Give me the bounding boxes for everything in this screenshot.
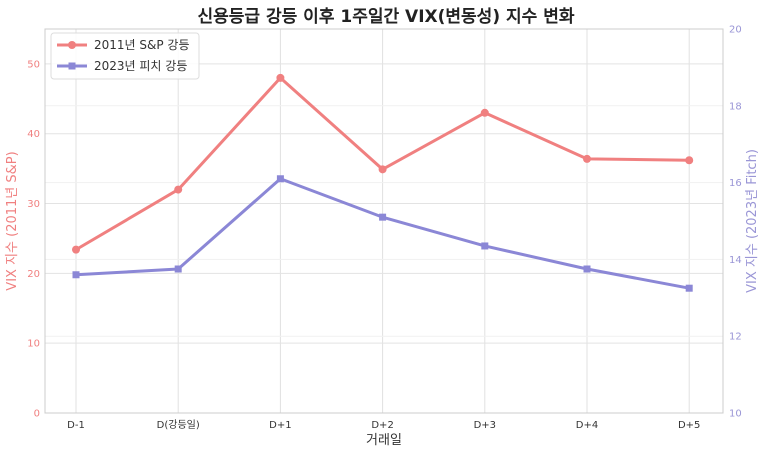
- x-tick-label: D+4: [576, 420, 598, 431]
- data-point: [72, 245, 80, 254]
- grid: [45, 28, 723, 414]
- y-axis-label-right: VIX 지수 (2023년 Fitch): [745, 149, 760, 293]
- legend-box: [50, 32, 200, 80]
- data-point: [174, 265, 182, 273]
- data-point: [379, 213, 387, 221]
- x-tick-label: D+5: [678, 420, 700, 431]
- y-right-tick-label: 12: [729, 332, 742, 343]
- data-point: [276, 73, 285, 82]
- data-point: [481, 242, 489, 250]
- x-tick-label: D+3: [474, 420, 496, 431]
- x-tick-label: D+2: [371, 420, 393, 431]
- data-point: [583, 154, 591, 163]
- x-tick-label: D+1: [269, 420, 291, 431]
- data-point: [583, 265, 591, 273]
- tick-labels: D-1 D(강등일) D+1 D+2 D+3 D+4 D+5 0 10 20 30 40 50 10 12 1…: [27, 25, 741, 432]
- y-left-tick-label: 40: [27, 129, 40, 140]
- y-left-tick-label: 30: [27, 199, 40, 210]
- y-right-tick-label: 16: [729, 178, 742, 189]
- data-point: [685, 284, 693, 292]
- x-axis-label: 거래일: [366, 433, 402, 448]
- y-right-tick-label: 10: [729, 409, 742, 420]
- plot-frame: [44, 28, 724, 414]
- data-point: [276, 175, 284, 183]
- y-right-tick-label: 20: [729, 25, 742, 36]
- y-right-tick-label: 14: [729, 255, 742, 266]
- data-point: [685, 156, 694, 165]
- y-left-tick-label: 10: [27, 339, 40, 350]
- y-left-tick-label: 50: [27, 59, 40, 70]
- x-tick-label: D-1: [67, 420, 85, 431]
- chart-title: 신용등급 강등 이후 1주일간 VIX(변동성) 지수 변화: [198, 6, 575, 27]
- y-left-tick-label: 0: [34, 409, 40, 420]
- legend-label: 2023년 피치 강등: [94, 59, 187, 73]
- y-right-tick-label: 18: [729, 101, 742, 112]
- y-left-tick-label: 20: [27, 269, 40, 280]
- legend-marker: [68, 62, 76, 70]
- data-point: [480, 108, 489, 117]
- y-axis-label-left: VIX 지수 (2011년 S&P): [5, 151, 20, 290]
- legend-label: 2011년 S&P 강등: [94, 38, 190, 52]
- data-point: [174, 185, 183, 194]
- x-tick-label: D(강등일): [157, 419, 200, 431]
- data-point: [72, 271, 80, 279]
- legend: 2011년 S&P 강등 2023년 피치 강등: [50, 32, 200, 80]
- data-point: [378, 165, 387, 174]
- legend-marker: [68, 41, 76, 49]
- series: [72, 73, 694, 292]
